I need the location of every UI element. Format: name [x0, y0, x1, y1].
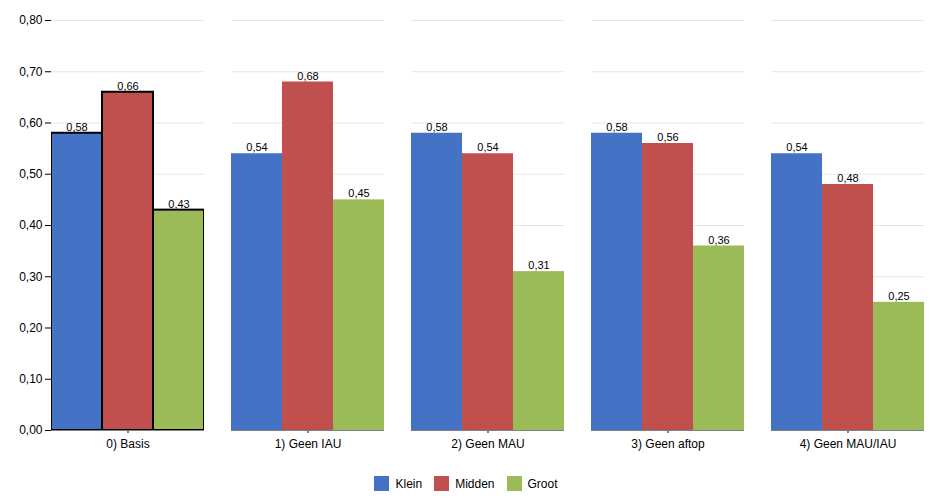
- svg-text:3) Geen aftop: 3) Geen aftop: [631, 437, 705, 451]
- svg-text:0,70: 0,70: [19, 65, 43, 79]
- svg-text:0) Basis: 0) Basis: [106, 437, 149, 451]
- svg-text:0,68: 0,68: [297, 70, 318, 82]
- svg-text:0,54: 0,54: [246, 141, 267, 153]
- svg-text:0,20: 0,20: [19, 321, 43, 335]
- svg-text:0,54: 0,54: [477, 141, 498, 153]
- svg-text:4) Geen MAU/IAU: 4) Geen MAU/IAU: [800, 437, 897, 451]
- svg-text:0,54: 0,54: [786, 141, 807, 153]
- svg-text:2) Geen MAU: 2) Geen MAU: [451, 437, 524, 451]
- svg-text:0,58: 0,58: [606, 121, 627, 133]
- svg-text:0,58: 0,58: [66, 121, 87, 133]
- svg-text:0,43: 0,43: [168, 198, 189, 210]
- html-text:Midden: Midden: [455, 476, 495, 491]
- svg-text:0,48: 0,48: [837, 172, 858, 184]
- svg-text:0,36: 0,36: [708, 234, 729, 246]
- svg-text:0,56: 0,56: [657, 131, 678, 143]
- html-text:Klein: Klein: [395, 476, 423, 491]
- svg-text:1) Geen IAU: 1) Geen IAU: [275, 437, 342, 451]
- svg-text:0,58: 0,58: [426, 121, 447, 133]
- svg-text:0,60: 0,60: [19, 116, 43, 130]
- svg-text:0,00: 0,00: [19, 423, 43, 437]
- svg-text:0,40: 0,40: [19, 218, 43, 232]
- svg-text:0,50: 0,50: [19, 167, 43, 181]
- svg-text:0,30: 0,30: [19, 270, 43, 284]
- svg-text:0,10: 0,10: [19, 372, 43, 386]
- svg-text:0,66: 0,66: [117, 80, 138, 92]
- svg-text:0,31: 0,31: [528, 259, 549, 271]
- svg-text:0,45: 0,45: [348, 187, 369, 199]
- html-text:Groot: Groot: [527, 476, 558, 491]
- svg-text:0,25: 0,25: [888, 290, 909, 302]
- svg-text:0,80: 0,80: [19, 13, 43, 27]
